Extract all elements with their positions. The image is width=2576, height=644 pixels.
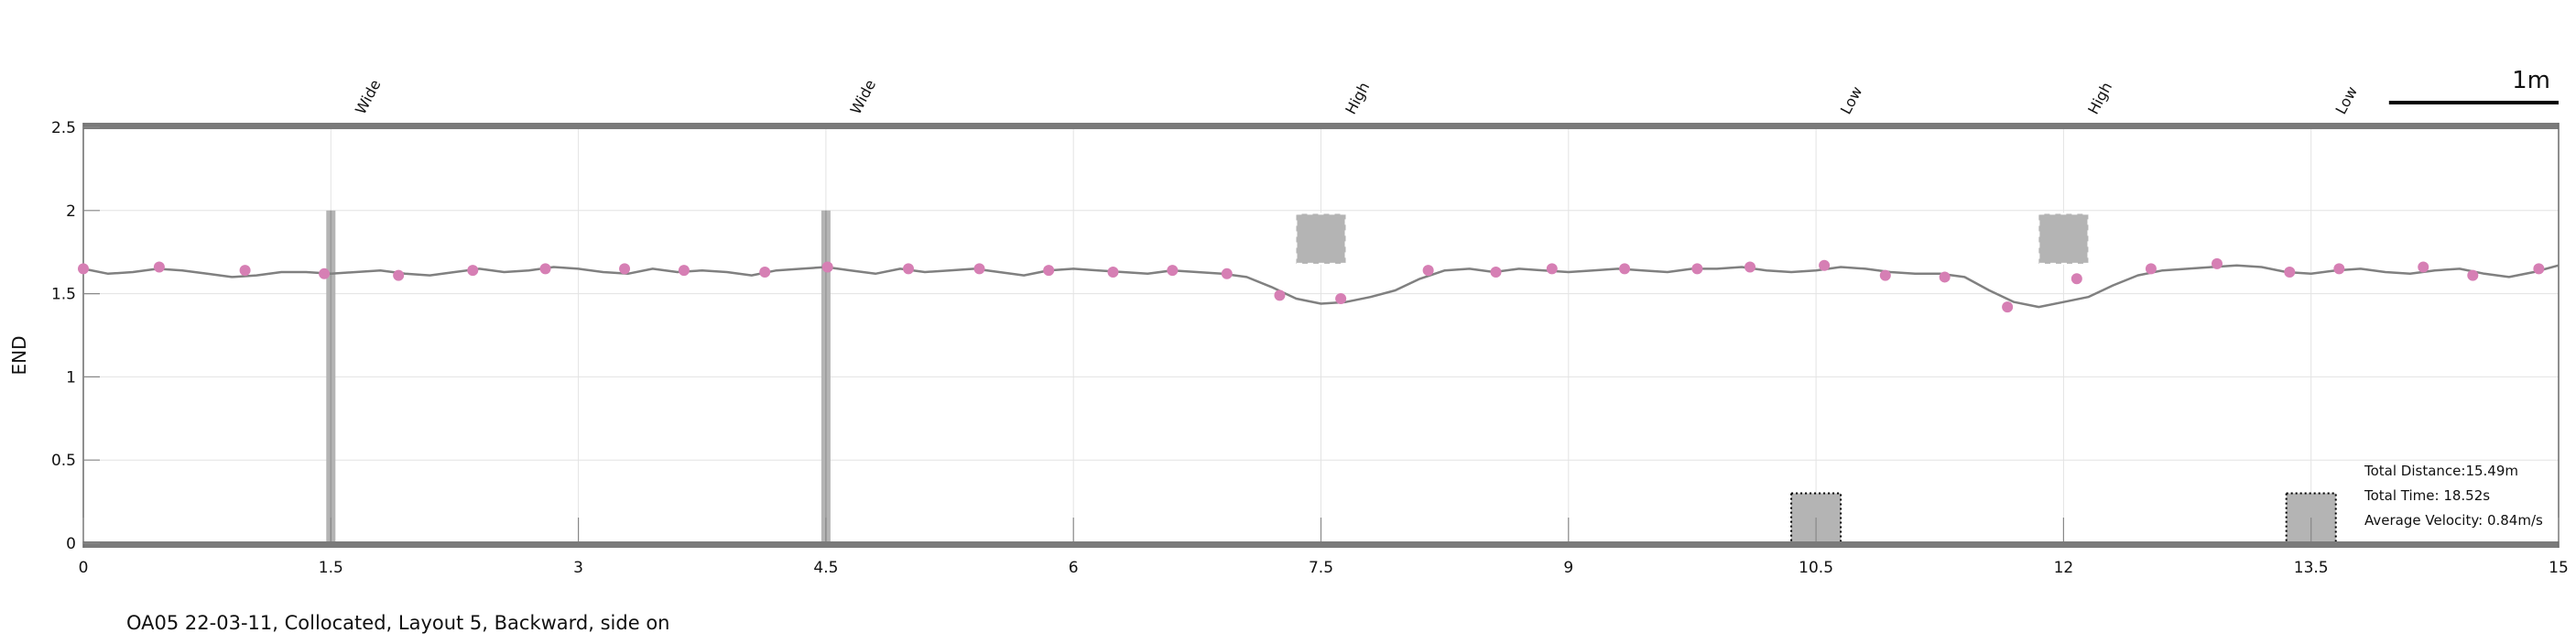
footstrike-point <box>619 263 631 275</box>
footstrike-point <box>2211 257 2223 269</box>
axes-frame <box>82 123 2560 548</box>
top-border <box>83 123 2559 129</box>
x-tick-label: 4.5 <box>813 559 838 577</box>
obstacle-label: Low <box>1837 83 1866 117</box>
footstrike-point <box>821 261 833 273</box>
footstrike-point <box>1819 259 1831 271</box>
footstrike-point <box>1221 267 1233 279</box>
footstrike-point <box>973 263 985 275</box>
stats-line: Total Time: 18.52s <box>2364 487 2490 504</box>
footstrike-point <box>393 269 405 281</box>
obstacle-overhead <box>1295 213 1347 265</box>
x-tick-label: 1.5 <box>319 559 343 577</box>
footstrike-point <box>1422 265 1434 277</box>
footstrike-point <box>1691 263 1703 275</box>
footstrike-point <box>903 263 914 275</box>
y-axis-title: END <box>8 336 30 376</box>
grid <box>82 126 2560 544</box>
footstrike-point <box>1490 266 1502 278</box>
y-tick-label: 2.5 <box>51 119 76 137</box>
trajectory-line <box>82 264 2560 309</box>
x-tick-label: 9 <box>1563 559 1573 577</box>
scale-bar: 1m <box>2388 67 2559 104</box>
footstrike-point <box>319 267 331 279</box>
stats-box: Total Distance:15.49m Total Time: 18.52s A… <box>2364 463 2543 529</box>
footstrike-point <box>153 261 165 273</box>
footstrike-point <box>2533 263 2545 275</box>
y-tick-label: 0.5 <box>51 452 76 470</box>
footstrike-point <box>539 263 551 275</box>
x-tick-label: 15 <box>2549 559 2569 577</box>
footstrike-point <box>1619 263 1631 275</box>
scale-bar-label: 1m <box>2512 67 2550 94</box>
footstrike-point <box>1939 271 1951 283</box>
y-tick-label: 1.5 <box>51 286 76 304</box>
obstacle-label: Low <box>2331 83 2361 117</box>
trajectory-line-group <box>82 264 2560 309</box>
footstrike-point <box>2418 261 2429 273</box>
obstacle-labels: Wide Wide High Low High Low <box>352 77 2361 117</box>
x-tick-label: 6 <box>1069 559 1079 577</box>
obstacle-label: High <box>1342 79 1373 116</box>
footstrike-point <box>2071 273 2082 285</box>
footstrike-point <box>1167 265 1179 277</box>
axis-ticks: 0 1.5 3 4.5 6 7.5 9 10.5 12 13.5 15 0 0.5 1 1.5 2 2.5 <box>51 119 2569 577</box>
footstrike-point <box>678 265 690 277</box>
x-tick-label: 13.5 <box>2294 559 2329 577</box>
obstacle-label: Wide <box>847 77 880 117</box>
obstacle-label: Wide <box>352 77 385 117</box>
footstrike-point <box>78 263 89 275</box>
x-tick-label: 10.5 <box>1799 559 1833 577</box>
obstacles <box>326 210 2337 545</box>
footstrike-point <box>2284 266 2296 278</box>
bottom-border <box>83 541 2559 548</box>
x-tick-label: 7.5 <box>1309 559 1333 577</box>
footstrike-point <box>1879 269 1891 281</box>
obstacle-label: High <box>2084 79 2115 116</box>
footstrike-point <box>1274 289 1286 301</box>
footstrike-point <box>467 265 479 277</box>
obstacle-overhead <box>2038 213 2090 265</box>
stats-line: Total Distance:15.49m <box>2364 463 2518 479</box>
footstrike-point <box>1745 261 1756 273</box>
footstrike-point <box>2467 269 2479 281</box>
footstrike-point <box>1335 293 1347 305</box>
y-tick-label: 0 <box>66 535 76 553</box>
footstrike-point <box>2333 263 2345 275</box>
footstrike-point <box>2002 301 2014 313</box>
y-tick-label: 1 <box>66 368 76 387</box>
footstrike-point <box>239 265 251 277</box>
footstrike-point <box>1546 263 1558 275</box>
footstrike-markers <box>78 257 2545 313</box>
footstrike-point <box>2145 263 2157 275</box>
footstrike-point <box>1043 265 1055 277</box>
x-tick-label: 0 <box>79 559 89 577</box>
x-tick-label: 3 <box>573 559 583 577</box>
x-tick-label: 12 <box>2054 559 2074 577</box>
y-tick-label: 2 <box>66 202 76 221</box>
footstrike-point <box>759 266 771 278</box>
stats-line: Average Velocity: 0.84m/s <box>2364 512 2543 529</box>
figure-caption: OA05 22-03-11, Collocated, Layout 5, Bac… <box>126 612 670 634</box>
footstrike-point <box>1107 266 1119 278</box>
